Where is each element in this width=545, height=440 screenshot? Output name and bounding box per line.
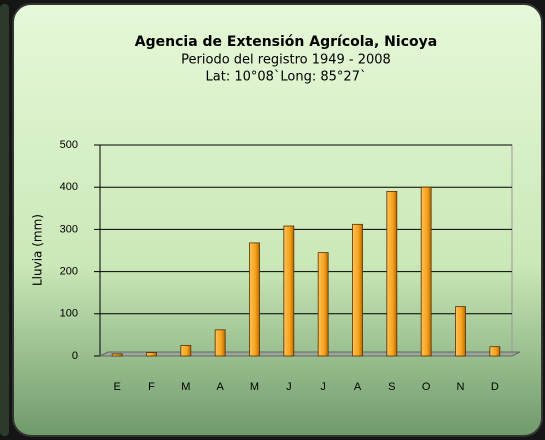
x-tick-label: M xyxy=(250,381,259,393)
x-tick-label: A xyxy=(216,381,224,393)
y-tick-label: 0 xyxy=(72,350,78,362)
x-tick-label: F xyxy=(148,381,155,393)
x-tick-label: J xyxy=(320,381,326,393)
bar xyxy=(386,191,398,357)
y-tick-label: 200 xyxy=(60,266,78,278)
bar xyxy=(352,223,363,357)
bar xyxy=(283,225,295,357)
y-tick-label: 300 xyxy=(60,223,78,235)
y-tick-label: 400 xyxy=(60,181,78,193)
subtitle: Periodo del registro 1949 - 2008 xyxy=(181,53,391,68)
bar xyxy=(214,329,226,357)
subtitle: Lat: 10°08`Long: 85°27` xyxy=(206,70,367,85)
y-axis-label: Lluvia (mm) xyxy=(31,214,45,286)
x-tick-label: M xyxy=(181,381,190,393)
floor xyxy=(99,351,521,357)
bar xyxy=(111,353,123,357)
panel xyxy=(12,3,543,437)
bar xyxy=(420,186,432,357)
bar xyxy=(146,352,157,357)
x-tick-label: D xyxy=(491,381,499,393)
x-tick-label: A xyxy=(354,381,362,393)
bar xyxy=(249,242,260,357)
bar xyxy=(317,252,329,357)
bar xyxy=(455,306,466,357)
x-tick-label: S xyxy=(388,381,395,393)
x-tick-label: J xyxy=(286,381,292,393)
y-tick-label: 100 xyxy=(60,308,78,320)
x-tick-label: E xyxy=(113,381,120,393)
bar xyxy=(489,346,501,357)
x-tick-label: N xyxy=(457,381,465,393)
bar xyxy=(180,345,192,357)
x-tick-label: O xyxy=(422,381,431,393)
chart-title: Agencia de Extensión Agrícola, Nicoya xyxy=(135,34,437,50)
y-tick-label: 500 xyxy=(60,139,78,151)
side-strip xyxy=(0,4,9,436)
